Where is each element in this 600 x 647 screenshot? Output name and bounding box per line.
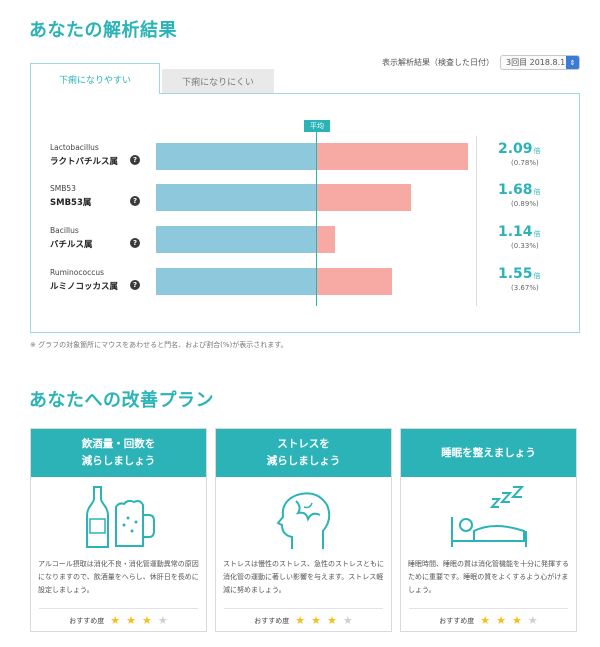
star-icon: ★ [110, 614, 121, 627]
analysis-panel [30, 93, 580, 333]
average-bar[interactable] [156, 226, 316, 253]
date-selector-row: 表示解析結果（検査した日付） 3回目 2018.8.11 ⇕ [382, 55, 580, 70]
card-heading: ストレスを減らしましょう [216, 429, 391, 477]
card-rating: おすすめ度 ★ ★ ★ ★ [409, 608, 568, 626]
star-icon: ★ [126, 614, 136, 627]
rating-label: おすすめ度 [69, 616, 105, 625]
card-title-line1: 飲酒量・回数を [81, 438, 156, 450]
help-icon[interactable]: ? [130, 196, 140, 206]
genus-name: SMB53属 [50, 198, 92, 208]
percent-value: (0.89%) [511, 200, 539, 208]
plan-card-stress: ストレスを減らしましょう ストレスは慢性のストレス、急性のストレスともに消化管の… [215, 428, 392, 632]
ratio-unit: 倍 [533, 230, 541, 238]
star-icon: ★ [496, 614, 506, 627]
average-line [316, 132, 317, 306]
star-empty-icon: ★ [157, 614, 168, 627]
card-description: アルコール摂取は消化不良・消化管運動異常の原因になりますので、飲酒量をへらし、休… [38, 560, 199, 594]
genus-name: バチルス属 [50, 240, 93, 250]
ratio-unit: 倍 [533, 188, 541, 196]
star-icon: ★ [512, 614, 522, 627]
plan-card-sleep: 睡眠を整えましょう 睡眠時間、睡眠の質は消化管機能を十分に発揮するために重要です… [400, 428, 577, 632]
average-bar[interactable] [156, 143, 316, 170]
plan-title: あなたへの改善プラン [29, 390, 214, 411]
card-title-line1: 睡眠を整えましょう [441, 446, 536, 459]
star-empty-icon: ★ [342, 614, 353, 627]
plan-card-alcohol: 飲酒量・回数を 減らしましょう アルコール摂取は消化不良・消化管運動異常の原因にな… [30, 428, 207, 632]
date-select[interactable]: 3回目 2018.8.11 ⇕ [500, 55, 580, 70]
help-icon[interactable]: ? [130, 280, 140, 290]
excess-bar[interactable] [316, 268, 392, 295]
beer-bottle-and-mug-icon [31, 485, 206, 551]
genus-latin-name: SMB53 [50, 184, 76, 193]
date-selector-label: 表示解析結果（検査した日付） [382, 58, 494, 67]
genus-row: Lactobacillus ラクトバチルス属? 2.09倍 (0.78%) [50, 141, 570, 173]
card-rating: おすすめ度 ★ ★ ★ ★ [224, 608, 383, 626]
excess-bar[interactable] [316, 226, 335, 253]
genus-latin-name: Bacillus [50, 226, 79, 235]
card-title-line1: ストレスを [277, 438, 330, 450]
tab-bar: 下痢になりやすい 下痢になりにくい [30, 63, 274, 94]
value-divider [476, 136, 477, 306]
ratio-number: 1.14 [498, 224, 533, 240]
analysis-title: あなたの解析結果 [29, 20, 177, 41]
genus-row: SMB53 SMB53属? 1.68倍 (0.89%) [50, 182, 570, 214]
card-rating: おすすめ度 ★ ★ ★ ★ [39, 608, 198, 626]
select-arrow-icon: ⇕ [566, 56, 579, 69]
card-description: 睡眠時間、睡眠の質は消化管機能を十分に発揮するために重要です。睡眠の質をよくする… [408, 560, 569, 594]
card-description: ストレスは慢性のストレス、急性のストレスともに消化管の運動に著しい影響を与えます… [223, 560, 384, 594]
ratio-number: 1.55 [498, 266, 533, 282]
star-icon: ★ [327, 614, 337, 627]
ratio-number: 2.09 [498, 141, 533, 157]
ratio-number: 1.68 [498, 182, 533, 198]
date-select-value: 3回目 2018.8.11 [506, 58, 571, 67]
genus-latin-name: Ruminococcus [50, 268, 104, 277]
star-icon: ★ [295, 614, 306, 627]
card-title-line2: 減らしましょう [81, 455, 156, 467]
ratio-value: 1.14倍 [498, 224, 541, 240]
rating-label: おすすめ度 [439, 616, 475, 625]
tab-resistant[interactable]: 下痢になりにくい [162, 69, 274, 94]
excess-bar[interactable] [316, 184, 411, 211]
genus-latin-name: Lactobacillus [50, 143, 99, 152]
genus-name: ルミノコッカス属 [50, 282, 119, 292]
star-icon: ★ [480, 614, 491, 627]
sleeping-person-icon [401, 485, 576, 551]
ratio-value: 2.09倍 [498, 141, 541, 157]
help-icon[interactable]: ? [130, 155, 140, 165]
stressed-head-icon [216, 485, 391, 551]
ratio-value: 1.55倍 [498, 266, 541, 282]
card-heading: 飲酒量・回数を 減らしましょう [31, 429, 206, 477]
card-title-line2: 減らしましょう [266, 455, 341, 467]
average-bar[interactable] [156, 268, 316, 295]
genus-name: ラクトバチルス属 [50, 157, 119, 167]
star-icon: ★ [311, 614, 321, 627]
average-bar[interactable] [156, 184, 316, 211]
rating-label: おすすめ度 [254, 616, 290, 625]
excess-bar[interactable] [316, 143, 468, 170]
star-icon: ★ [142, 614, 152, 627]
hover-note: ※ グラフの対象箇所にマウスをあわせると門名、および割合(%)が表示されます。 [30, 341, 288, 349]
tab-prone[interactable]: 下痢になりやすい [30, 63, 160, 94]
ratio-unit: 倍 [533, 147, 541, 155]
genus-row: Ruminococcus ルミノコッカス属? 1.55倍 (3.67%) [50, 266, 570, 298]
percent-value: (0.33%) [511, 242, 539, 250]
percent-value: (0.78%) [511, 159, 539, 167]
ratio-unit: 倍 [533, 272, 541, 280]
percent-value: (3.67%) [511, 284, 539, 292]
average-badge: 平均 [304, 120, 330, 132]
ratio-value: 1.68倍 [498, 182, 541, 198]
genus-row: Bacillus バチルス属? 1.14倍 (0.33%) [50, 224, 570, 256]
card-heading: 睡眠を整えましょう [401, 429, 576, 477]
help-icon[interactable]: ? [130, 238, 140, 248]
star-empty-icon: ★ [527, 614, 538, 627]
